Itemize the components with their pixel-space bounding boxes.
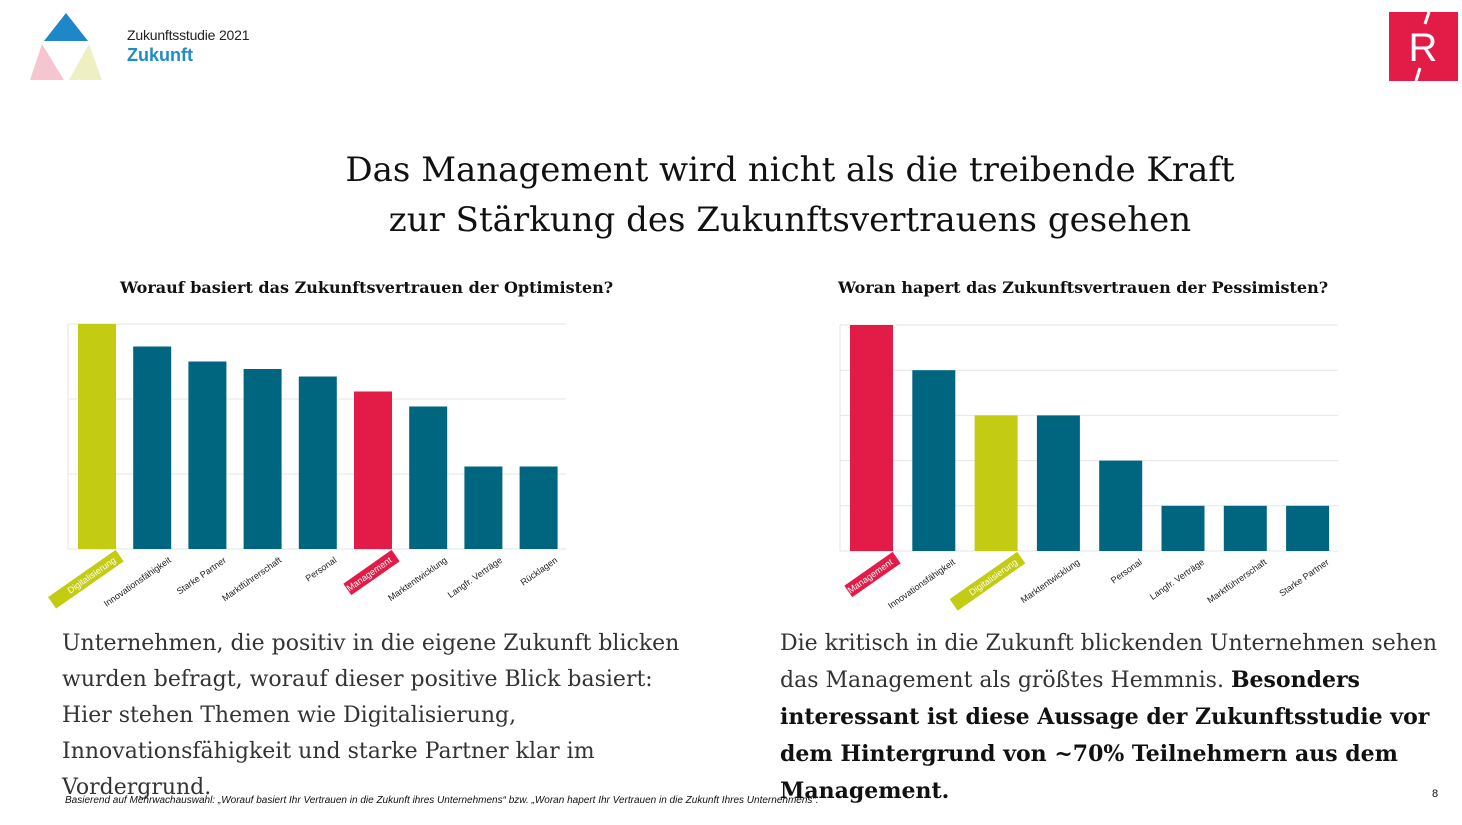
corner-logo: R: [1389, 11, 1458, 82]
bar-digitalisierung: [78, 324, 116, 549]
bar-starke-partner: [1286, 505, 1330, 551]
x-tick-label-group: Langfr. Verträge: [446, 555, 504, 600]
page-title: Das Management wird nicht als die treibe…: [270, 145, 1310, 245]
page-number: 8: [1432, 788, 1439, 800]
x-tick-label-group: Starke Partner: [175, 555, 228, 596]
bar-langfr-vertr-ge: [1161, 505, 1205, 551]
x-tick-label-group: Personal: [304, 555, 339, 584]
logo-triangle-blue: [44, 13, 88, 41]
x-tick-label: Innovationsfähigkeit: [102, 555, 173, 609]
bar-management: [850, 325, 893, 551]
right-paragraph-normal: Die kritisch in die Zukunft blickenden U…: [780, 631, 1438, 693]
x-tick-label-highlight: [48, 549, 124, 609]
x-tick-label-highlight: [949, 551, 1026, 611]
x-tick-label-group: Langfr. Verträge: [1148, 557, 1206, 602]
x-tick-label: Marktentwicklung: [1019, 557, 1082, 605]
page-title-line-2: zur Stärkung des Zukunftsvertrauens gese…: [388, 200, 1192, 240]
right-chart-title: Woran hapert das Zukunftsvertrauen der P…: [838, 278, 1329, 297]
bar-digitalisierung: [974, 415, 1018, 551]
x-tick-label-group: Digitalisierung: [949, 551, 1026, 611]
x-tick-label-group: Digitalisierung: [48, 549, 124, 609]
x-tick-label-group: Innovationsfähigkeit: [886, 557, 957, 611]
triangle-logo: [30, 13, 102, 80]
bar-innovationsf-higkeit: [912, 370, 956, 551]
x-tick-label-group: Marktführerschaft: [1205, 557, 1269, 606]
page-title-line-1: Das Management wird nicht als die treibe…: [345, 150, 1235, 190]
right-paragraph: Die kritisch in die Zukunft blickenden U…: [780, 626, 1440, 810]
x-tick-label: Starke Partner: [1277, 557, 1330, 598]
x-tick-label: Digitalisierung: [967, 557, 1019, 598]
brand-block: Zukunftsstudie 2021 Zukunft: [127, 27, 249, 66]
bar-r-cklagen: [519, 466, 558, 549]
x-tick-label-group: Rücklagen: [519, 555, 560, 588]
logo-triangle-yellow: [69, 44, 102, 80]
x-tick-label: Management: [345, 555, 394, 594]
x-tick-label: Rücklagen: [519, 555, 560, 588]
x-tick-label-group: Marktentwicklung: [1019, 557, 1082, 605]
bar-starke-partner: [188, 361, 227, 549]
bar-langfr-vertr-ge: [464, 466, 503, 549]
left-chart-title: Worauf basiert das Zukunftsvertrauen der…: [120, 278, 614, 297]
bar-management: [354, 391, 392, 549]
x-tick-label: Marktentwicklung: [386, 555, 449, 603]
x-tick-label-highlight: [844, 551, 901, 598]
x-tick-label: Personal: [304, 555, 339, 584]
x-tick-label: Management: [846, 557, 895, 596]
bar-personal: [1099, 460, 1143, 551]
x-tick-label-group: Starke Partner: [1277, 557, 1330, 598]
x-tick-label-group: Personal: [1109, 557, 1144, 586]
left-paragraph: Unternehmen, die positiv in die eigene Z…: [62, 631, 680, 800]
x-tick-label-group: Management: [844, 551, 901, 598]
x-tick-label-group: Marktführerschaft: [220, 555, 284, 604]
x-tick-label-group: Innovationsfähigkeit: [102, 555, 173, 609]
x-tick-label: Marktführerschaft: [1205, 557, 1269, 606]
bar-marktf-hrerschaft: [1223, 505, 1267, 551]
x-tick-label-group: Marktentwicklung: [386, 555, 449, 603]
logo-triangle-pink: [30, 44, 64, 80]
x-tick-label: Starke Partner: [175, 555, 228, 596]
study-label: Zukunftsstudie 2021: [127, 27, 250, 43]
x-tick-label-group: Management: [343, 549, 400, 596]
right-paragraph-bold: Besonders interessant ist diese Aussage …: [780, 667, 1430, 804]
x-tick-label: Personal: [1109, 557, 1144, 586]
x-tick-label: Langfr. Verträge: [446, 555, 504, 600]
x-tick-label: Digitalisierung: [66, 555, 118, 596]
x-tick-label-highlight: [343, 549, 400, 596]
x-tick-label: Langfr. Verträge: [1148, 557, 1206, 602]
bar-personal: [298, 376, 337, 549]
svg-text:R: R: [1409, 26, 1438, 70]
brand-name: Zukunft: [127, 45, 193, 65]
bar-marktentwicklung: [409, 406, 448, 549]
r-logo-icon: R: [1409, 11, 1438, 82]
x-tick-label: Marktführerschaft: [220, 555, 284, 604]
footnote: Basierend auf Mehrwachauswahl: „Worauf b…: [65, 795, 819, 806]
bar-innovationsf-higkeit: [133, 346, 172, 549]
x-tick-label: Innovationsfähigkeit: [886, 557, 957, 611]
bar-marktf-hrerschaft: [243, 369, 282, 549]
bar-marktentwicklung: [1036, 415, 1080, 551]
